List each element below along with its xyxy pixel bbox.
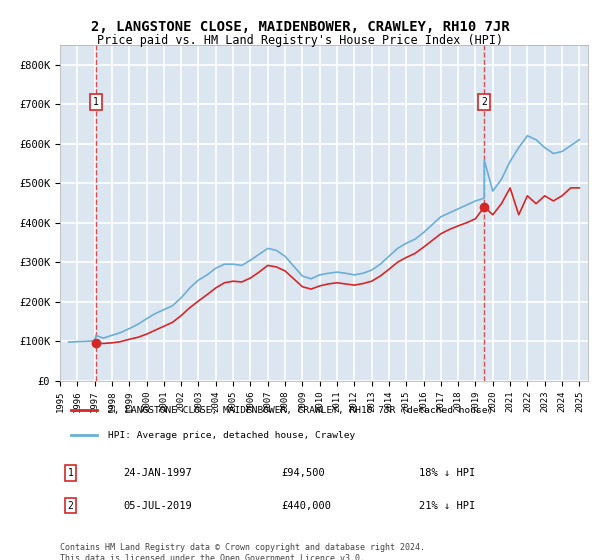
Text: 2: 2	[481, 97, 487, 107]
Text: 2, LANGSTONE CLOSE, MAIDENBOWER, CRAWLEY, RH10 7JR (detached house): 2, LANGSTONE CLOSE, MAIDENBOWER, CRAWLEY…	[107, 406, 493, 415]
Text: 24-JAN-1997: 24-JAN-1997	[124, 468, 192, 478]
Text: 2, LANGSTONE CLOSE, MAIDENBOWER, CRAWLEY, RH10 7JR: 2, LANGSTONE CLOSE, MAIDENBOWER, CRAWLEY…	[91, 20, 509, 34]
Text: 1: 1	[68, 468, 73, 478]
Text: Price paid vs. HM Land Registry's House Price Index (HPI): Price paid vs. HM Land Registry's House …	[97, 34, 503, 46]
Text: £94,500: £94,500	[282, 468, 326, 478]
Text: 05-JUL-2019: 05-JUL-2019	[124, 501, 192, 511]
Text: HPI: Average price, detached house, Crawley: HPI: Average price, detached house, Craw…	[107, 431, 355, 440]
Text: £440,000: £440,000	[282, 501, 332, 511]
Text: 2: 2	[68, 501, 73, 511]
Text: 21% ↓ HPI: 21% ↓ HPI	[419, 501, 475, 511]
Text: 1: 1	[93, 97, 99, 107]
Text: Contains HM Land Registry data © Crown copyright and database right 2024.
This d: Contains HM Land Registry data © Crown c…	[60, 543, 425, 560]
Text: 18% ↓ HPI: 18% ↓ HPI	[419, 468, 475, 478]
